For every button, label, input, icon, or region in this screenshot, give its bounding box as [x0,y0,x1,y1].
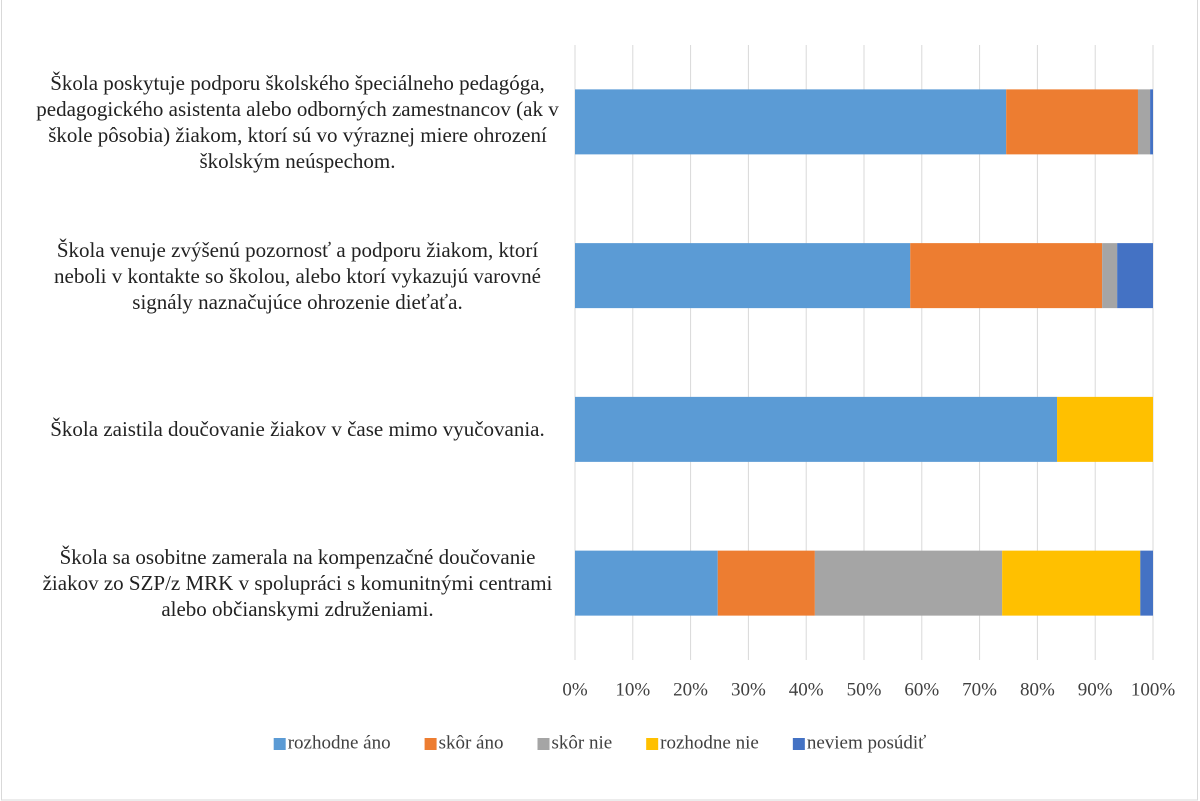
bar-segment [814,550,1003,616]
bar-segment [1140,550,1153,616]
bar-segment [1117,243,1153,309]
bar-segment [575,89,1007,155]
x-tick-label: 80% [1020,679,1055,700]
x-tick-label: 10% [615,679,650,700]
x-tick-label: 50% [847,679,882,700]
x-tick-label: 30% [731,679,766,700]
legend-swatch [646,738,659,750]
x-tick-label: 100% [1131,679,1176,700]
legend-label: rozhodne nie [660,732,759,753]
bar-segment [1102,243,1118,309]
legend-swatch [424,738,437,750]
category-label: Škola poskytuje podporu školského špeciá… [36,70,559,173]
legend-swatch [273,738,286,750]
bar-segment [1057,396,1153,462]
legend-swatch [537,738,550,750]
bar-segment [1006,89,1138,155]
legend-label: neviem posúdiť [807,732,926,753]
x-tick-label: 0% [562,679,588,700]
x-tick-label: 40% [789,679,824,700]
bar-segment [575,243,911,309]
legend-label: rozhodne áno [288,732,391,753]
bar-segment [717,550,815,616]
x-tick-label: 20% [673,679,708,700]
x-tick-label: 60% [904,679,939,700]
x-tick-label: 70% [962,679,997,700]
category-label: Škola sa osobitne zamerala na kompenzačn… [42,545,553,622]
legend-swatch [792,738,805,750]
legend-label: skôr áno [439,732,504,753]
bar-segment [1150,89,1153,155]
legend-label: skôr nie [551,732,612,753]
bar-segment [1002,550,1141,616]
bar-segment [910,243,1103,309]
category-label: Škola venuje zvýšenú pozornosť a podporu… [54,237,541,314]
bar-segment [575,550,718,616]
category-label: Škola zaistila doučovanie žiakov v čase … [50,417,545,442]
bar-segment [575,396,1058,462]
bar-segment [1137,89,1151,155]
x-tick-label: 90% [1078,679,1113,700]
